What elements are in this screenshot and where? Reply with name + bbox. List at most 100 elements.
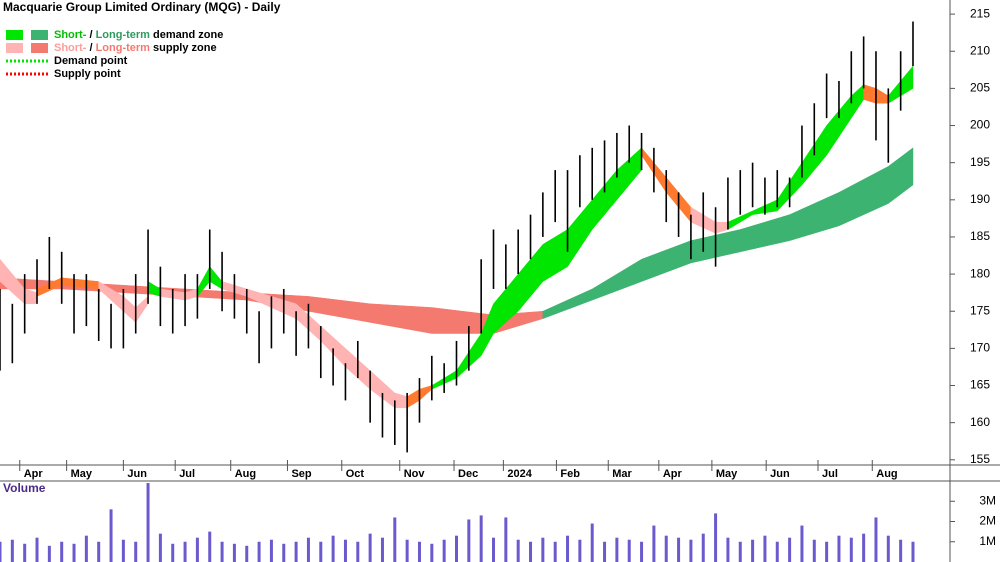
x-tick-label: Nov xyxy=(404,468,426,480)
y-tick-label: 215 xyxy=(970,6,990,20)
volume-bar xyxy=(195,537,199,562)
volume-bar xyxy=(504,517,508,562)
x-tick-label: Jul xyxy=(822,468,838,480)
volume-bar xyxy=(294,541,298,562)
volume-bar xyxy=(430,543,434,562)
volume-bar xyxy=(886,535,890,562)
x-tick-label: Dec xyxy=(458,468,478,480)
legend-label: Demand point xyxy=(54,55,128,67)
volume-bar xyxy=(10,539,14,562)
volume-bar xyxy=(603,541,607,562)
volume-bar xyxy=(911,541,915,562)
y-tick-label: 210 xyxy=(970,43,990,57)
volume-bar xyxy=(84,535,88,562)
volume-bar xyxy=(899,539,903,562)
volume-bar xyxy=(393,517,397,562)
x-tick-label: Oct xyxy=(346,468,365,480)
volume-bar xyxy=(442,539,446,562)
volume-bar xyxy=(714,513,718,562)
volume-bar xyxy=(282,543,286,562)
x-tick-label: May xyxy=(716,468,738,480)
chart-title: Macquarie Group Limited Ordinary (MQG) -… xyxy=(3,0,281,14)
legend-label: Supply point xyxy=(54,68,121,80)
x-tick-label: Aug xyxy=(876,468,897,480)
volume-bar xyxy=(763,535,767,562)
volume-bar xyxy=(566,535,570,562)
legend-text: Short- xyxy=(54,29,87,41)
x-tick-label: 2024 xyxy=(507,468,532,480)
y-tick-label: 180 xyxy=(970,266,990,280)
volume-label: Volume xyxy=(3,481,46,495)
volume-bar xyxy=(232,543,236,562)
x-tick-label: Apr xyxy=(663,468,683,480)
volume-tick-label: 1M xyxy=(979,534,996,548)
volume-bar xyxy=(775,541,779,562)
volume-tick-label: 2M xyxy=(979,514,996,528)
legend-text: / xyxy=(89,29,92,41)
volume-bar xyxy=(689,539,693,562)
volume-bar xyxy=(319,541,323,562)
volume-bar xyxy=(417,541,421,562)
x-tick-label: Jun xyxy=(770,468,790,480)
volume-bar xyxy=(726,537,730,562)
volume-bar xyxy=(467,519,471,562)
legend-text: Short- xyxy=(54,42,87,54)
y-tick-label: 165 xyxy=(970,378,990,392)
volume-panel xyxy=(0,483,915,562)
legend-text: Long-term xyxy=(96,42,151,54)
volume-bar xyxy=(751,539,755,562)
x-tick-label: Apr xyxy=(24,468,44,480)
legend-swatch xyxy=(31,30,48,40)
volume-bar xyxy=(380,537,384,562)
volume-bar xyxy=(541,537,545,562)
y-tick-label: 205 xyxy=(970,81,990,95)
volume-bar xyxy=(343,539,347,562)
legend-label: Short- / Long-term demand zone xyxy=(54,29,223,41)
legend-text: / xyxy=(89,42,92,54)
volume-bar xyxy=(849,537,853,562)
volume-bar xyxy=(578,539,582,562)
volume-bar xyxy=(257,541,261,562)
legend-text: supply zone xyxy=(153,42,217,54)
legend-swatch xyxy=(6,43,23,53)
y-tick-label: 175 xyxy=(970,303,990,317)
legend-text: Long-term xyxy=(96,29,151,41)
legend-swatch xyxy=(6,30,23,40)
legend-text: demand zone xyxy=(153,29,223,41)
y-tick-label: 200 xyxy=(970,118,990,132)
x-tick-label: Jun xyxy=(127,468,147,480)
volume-bar xyxy=(97,541,101,562)
volume-bar xyxy=(245,545,249,562)
volume-bar xyxy=(590,523,594,562)
volume-bar xyxy=(664,535,668,562)
volume-bar xyxy=(72,543,76,562)
x-tick-label: Aug xyxy=(235,468,256,480)
x-tick-label: Sep xyxy=(291,468,311,480)
x-tick-label: Jul xyxy=(179,468,195,480)
volume-bar xyxy=(529,541,533,562)
volume-bar xyxy=(800,525,804,562)
volume-bar xyxy=(146,483,150,562)
volume-bar xyxy=(306,537,310,562)
legend-label: Short- / Long-term supply zone xyxy=(54,42,217,54)
y-tick-label: 170 xyxy=(970,341,990,355)
volume-bar xyxy=(220,541,224,562)
volume-bar xyxy=(23,543,27,562)
volume-bar xyxy=(812,539,816,562)
y-tick-label: 160 xyxy=(970,415,990,429)
volume-bar xyxy=(627,539,631,562)
legend-text: Supply point xyxy=(54,68,121,80)
volume-bar xyxy=(405,539,409,562)
volume-bar xyxy=(158,533,162,562)
volume-bar xyxy=(134,541,138,562)
volume-bar xyxy=(35,537,39,562)
volume-bar xyxy=(208,531,212,562)
volume-bar xyxy=(60,541,64,562)
y-tick-label: 185 xyxy=(970,229,990,243)
volume-bar xyxy=(454,535,458,562)
volume-bar xyxy=(701,533,705,562)
volume-bar xyxy=(109,509,113,562)
